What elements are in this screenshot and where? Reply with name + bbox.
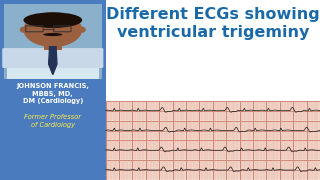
Bar <box>106 0 320 180</box>
FancyBboxPatch shape <box>2 48 103 68</box>
Bar <box>4 4 102 79</box>
Ellipse shape <box>23 12 82 28</box>
Text: JOHNSON FRANCIS,
MBBS, MD,
DM (Cardiology): JOHNSON FRANCIS, MBBS, MD, DM (Cardiolog… <box>16 83 89 104</box>
Bar <box>106 101 320 180</box>
Text: Different ECGs showing
ventricular trigeminy: Different ECGs showing ventricular trige… <box>106 7 320 40</box>
Ellipse shape <box>78 27 86 33</box>
Ellipse shape <box>20 27 27 33</box>
Ellipse shape <box>23 12 82 47</box>
Bar <box>44 42 62 50</box>
Ellipse shape <box>43 33 62 36</box>
Bar <box>7 49 99 79</box>
Bar <box>0 0 106 180</box>
Text: Former Professor
of Cardiology: Former Professor of Cardiology <box>24 114 81 128</box>
Polygon shape <box>49 47 57 75</box>
